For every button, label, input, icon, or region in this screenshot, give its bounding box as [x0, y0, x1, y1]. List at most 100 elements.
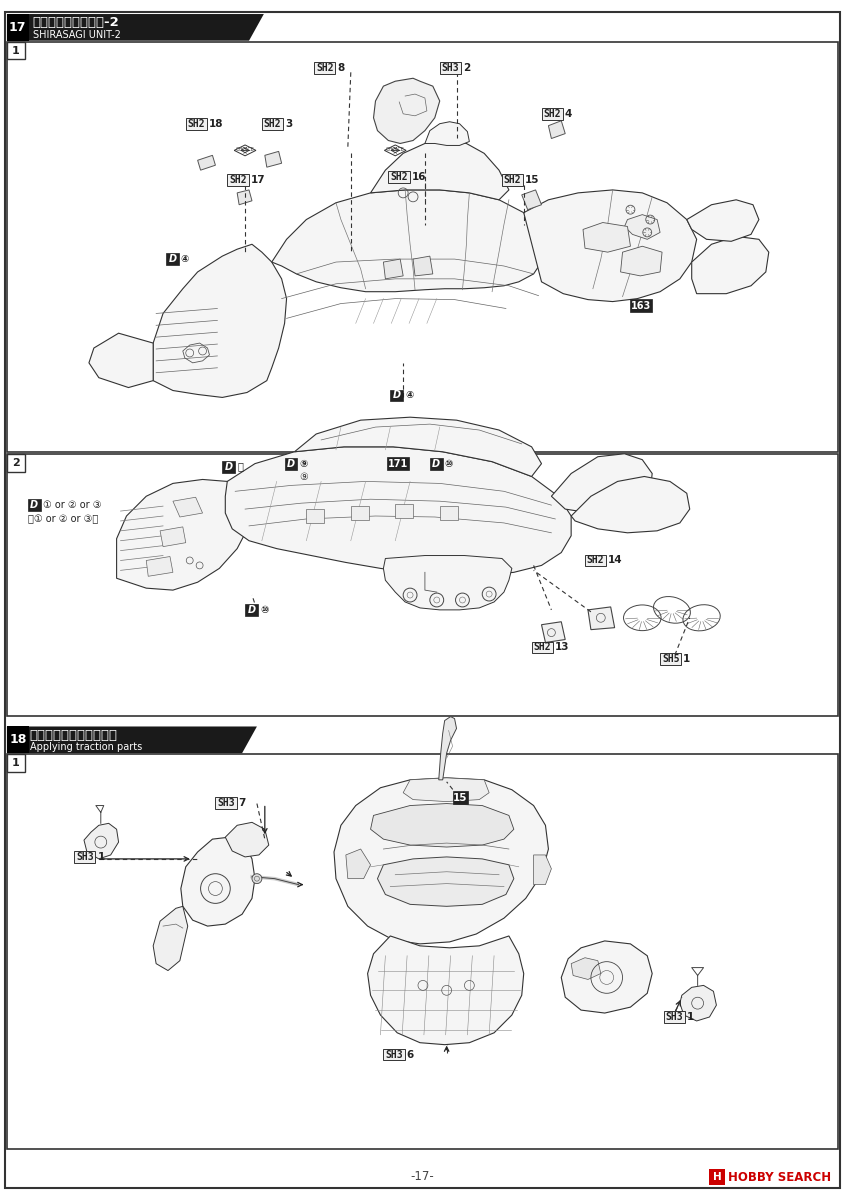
Text: D: D: [168, 254, 176, 264]
Text: 2: 2: [463, 64, 470, 73]
Bar: [430, 457, 443, 469]
Polygon shape: [237, 190, 252, 205]
Polygon shape: [89, 334, 153, 388]
Text: 1: 1: [12, 46, 20, 55]
Polygon shape: [370, 804, 514, 847]
Polygon shape: [548, 121, 565, 138]
Bar: [452, 791, 468, 804]
Text: 15: 15: [525, 175, 540, 185]
Polygon shape: [413, 256, 433, 276]
Text: 4: 4: [565, 109, 572, 119]
Bar: [502, 174, 523, 186]
Polygon shape: [425, 121, 469, 145]
Polygon shape: [173, 497, 203, 517]
Polygon shape: [180, 838, 255, 926]
Text: D: D: [287, 458, 295, 469]
Polygon shape: [334, 778, 548, 944]
Text: SH3: SH3: [76, 852, 93, 862]
Text: SH5: SH5: [662, 654, 680, 665]
Bar: [541, 108, 563, 120]
Bar: [306, 509, 324, 523]
Polygon shape: [160, 527, 186, 547]
Polygon shape: [571, 958, 601, 979]
Circle shape: [252, 874, 262, 883]
Bar: [439, 506, 457, 520]
Bar: [227, 174, 249, 186]
Polygon shape: [692, 236, 769, 294]
Text: 8: 8: [338, 64, 345, 73]
Polygon shape: [383, 259, 404, 278]
Text: H: H: [713, 1172, 722, 1182]
Text: 171: 171: [388, 458, 408, 469]
Text: ④: ④: [405, 390, 414, 401]
Text: D: D: [30, 500, 38, 510]
Text: SH3: SH3: [666, 1012, 683, 1022]
Text: ⑩: ⑩: [445, 458, 453, 469]
Bar: [222, 461, 235, 473]
Bar: [710, 1169, 725, 1184]
Polygon shape: [541, 622, 565, 642]
Text: 17: 17: [9, 20, 27, 34]
Text: SH3: SH3: [217, 798, 235, 808]
Polygon shape: [7, 14, 264, 41]
Polygon shape: [621, 246, 662, 276]
Text: ⑮: ⑮: [237, 462, 243, 472]
Text: 1: 1: [687, 1012, 694, 1022]
Text: Applying traction parts: Applying traction parts: [30, 743, 142, 752]
Text: D: D: [247, 605, 256, 614]
Bar: [7, 726, 29, 754]
Bar: [585, 554, 606, 566]
Polygon shape: [226, 446, 571, 575]
Polygon shape: [370, 140, 509, 199]
Polygon shape: [7, 726, 256, 754]
Bar: [7, 14, 29, 41]
Text: SH3: SH3: [386, 1050, 403, 1060]
Polygon shape: [383, 556, 512, 610]
Bar: [215, 797, 237, 809]
Polygon shape: [524, 190, 697, 301]
Polygon shape: [522, 190, 541, 210]
Text: （① or ② or ③）: （① or ② or ③）: [27, 514, 98, 524]
Bar: [315, 62, 335, 74]
Text: 2: 2: [12, 457, 20, 468]
Bar: [245, 604, 258, 616]
Bar: [166, 253, 179, 265]
Bar: [7, 454, 838, 715]
Text: 15: 15: [453, 793, 468, 803]
Polygon shape: [374, 78, 439, 144]
Text: 3: 3: [285, 119, 292, 128]
Bar: [383, 1049, 404, 1061]
Bar: [7, 42, 838, 451]
Bar: [7, 42, 25, 60]
Text: 7: 7: [239, 798, 246, 808]
Polygon shape: [84, 823, 119, 859]
Text: 1: 1: [683, 654, 691, 665]
Text: SH2: SH2: [534, 642, 551, 653]
Bar: [391, 390, 404, 401]
Text: SH2: SH2: [504, 175, 522, 185]
Text: SH2: SH2: [390, 172, 408, 182]
Text: CHOICE: CHOICE: [386, 146, 404, 152]
Polygon shape: [687, 199, 759, 241]
Polygon shape: [439, 716, 457, 780]
Polygon shape: [153, 245, 286, 397]
Text: ⑨: ⑨: [299, 473, 308, 482]
Text: 163: 163: [631, 300, 652, 311]
Text: ⑩: ⑩: [260, 605, 268, 614]
Text: 14: 14: [608, 556, 622, 565]
Polygon shape: [116, 480, 252, 590]
Text: しらさぎの組み立て-2: しらさぎの組み立て-2: [32, 17, 120, 30]
Text: ① or ② or ③: ① or ② or ③: [44, 500, 102, 510]
Text: SH2: SH2: [187, 119, 205, 128]
Polygon shape: [226, 822, 268, 857]
Text: D: D: [433, 458, 440, 469]
Bar: [351, 506, 369, 520]
Bar: [262, 118, 283, 130]
Bar: [630, 299, 652, 312]
Text: SHIRASAGI UNIT-2: SHIRASAGI UNIT-2: [32, 30, 121, 40]
Bar: [7, 754, 838, 1150]
Text: SH2: SH2: [263, 119, 281, 128]
Bar: [439, 62, 461, 74]
Text: 6: 6: [407, 1050, 414, 1060]
Text: 17: 17: [251, 175, 265, 185]
